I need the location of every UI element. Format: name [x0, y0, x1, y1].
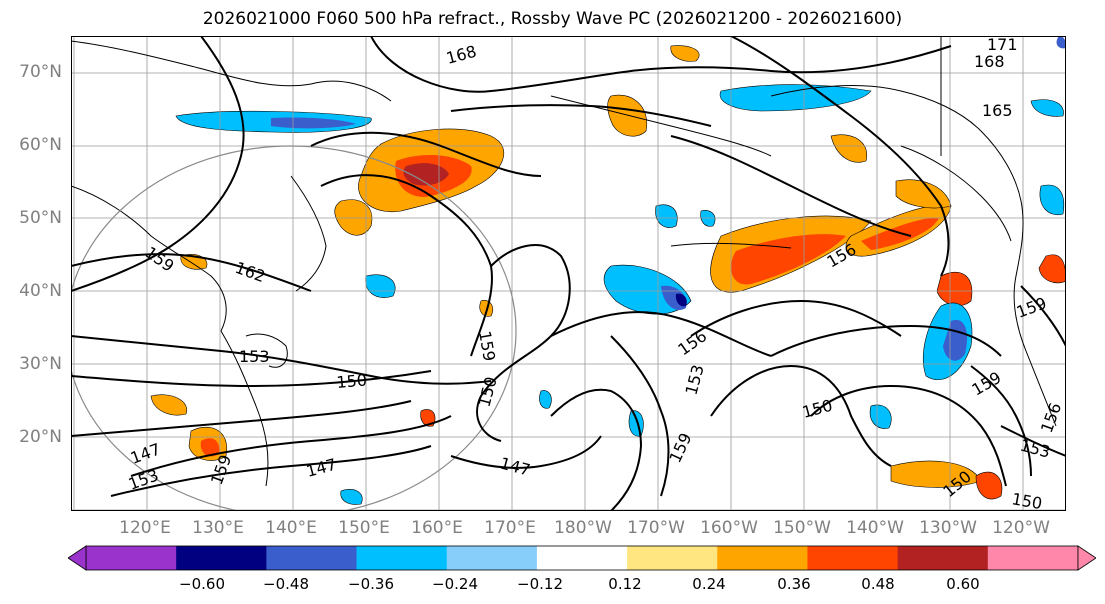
lon-label-120w: 120°W — [992, 518, 1050, 538]
colorbar-tick: 0.12 — [608, 575, 642, 593]
colorbar-cell — [536, 546, 628, 570]
coastlines — [71, 36, 1057, 487]
lon-label-150w: 150°W — [773, 518, 831, 538]
colorbar-cell — [627, 546, 718, 570]
lon-label-180w: 180°W — [554, 518, 612, 538]
colorbar — [68, 545, 1096, 571]
colorbar-tick: 0.24 — [692, 575, 726, 593]
graticule — [71, 36, 1066, 511]
lat-label-50n: 50°N — [19, 208, 62, 228]
colorbar-cells — [85, 545, 1079, 571]
colorbar-cell — [86, 546, 177, 570]
colorbar-tick: −0.48 — [263, 575, 309, 593]
lon-label-130w: 130°W — [919, 518, 977, 538]
map-title: 2026021000 F060 500 hPa refract., Rossby… — [202, 9, 903, 29]
colorbar-tick: 0.48 — [861, 575, 895, 593]
negative-anomaly-patches — [175, 36, 1066, 505]
height-contours — [71, 36, 1066, 511]
lon-label-150e: 150°E — [338, 518, 390, 538]
colorbar-cell — [356, 546, 448, 570]
lon-label-140w: 140°W — [846, 518, 904, 538]
map-panel: 168 171 168 165 159 162 153 150 147 159 … — [71, 36, 1066, 511]
lat-label-40n: 40°N — [19, 281, 62, 301]
colorbar-tick: 0.60 — [946, 575, 980, 593]
contour-label: 165 — [982, 101, 1013, 120]
lon-label-160w: 160°W — [700, 518, 758, 538]
lat-label-20n: 20°N — [19, 427, 62, 447]
colorbar-cell — [897, 546, 989, 570]
colorbar-tick: 0.36 — [777, 575, 811, 593]
lon-label-170e: 170°E — [484, 518, 536, 538]
lon-label-140e: 140°E — [265, 518, 317, 538]
contour-label: 150 — [336, 370, 368, 392]
lon-label-170w: 170°W — [627, 518, 685, 538]
colorbar-cell — [266, 546, 358, 570]
lon-label-160e: 160°E — [411, 518, 463, 538]
colorbar-tick: −0.36 — [348, 575, 394, 593]
lat-label-30n: 30°N — [19, 354, 62, 374]
lon-label-130e: 130°E — [192, 518, 244, 538]
lat-label-70n: 70°N — [19, 62, 62, 82]
colorbar-cell — [446, 546, 538, 570]
reference-circle — [71, 145, 517, 511]
colorbar-tick: −0.12 — [517, 575, 563, 593]
contour-label: 171 — [987, 36, 1018, 54]
colorbar-low-extension — [68, 545, 87, 571]
contour-label: 168 — [974, 52, 1005, 71]
colorbar-high-extension — [1077, 545, 1096, 571]
lat-label-60n: 60°N — [19, 135, 62, 155]
contour-label: 150 — [1010, 489, 1043, 511]
colorbar-cell — [717, 546, 808, 570]
colorbar-tick: −0.60 — [179, 575, 225, 593]
colorbar-cell — [807, 546, 899, 570]
contour-label: 153 — [239, 347, 270, 366]
colorbar-tick: −0.24 — [432, 575, 478, 593]
colorbar-cell — [176, 546, 267, 570]
lon-label-120e: 120°E — [119, 518, 171, 538]
colorbar-cell — [987, 546, 1079, 570]
